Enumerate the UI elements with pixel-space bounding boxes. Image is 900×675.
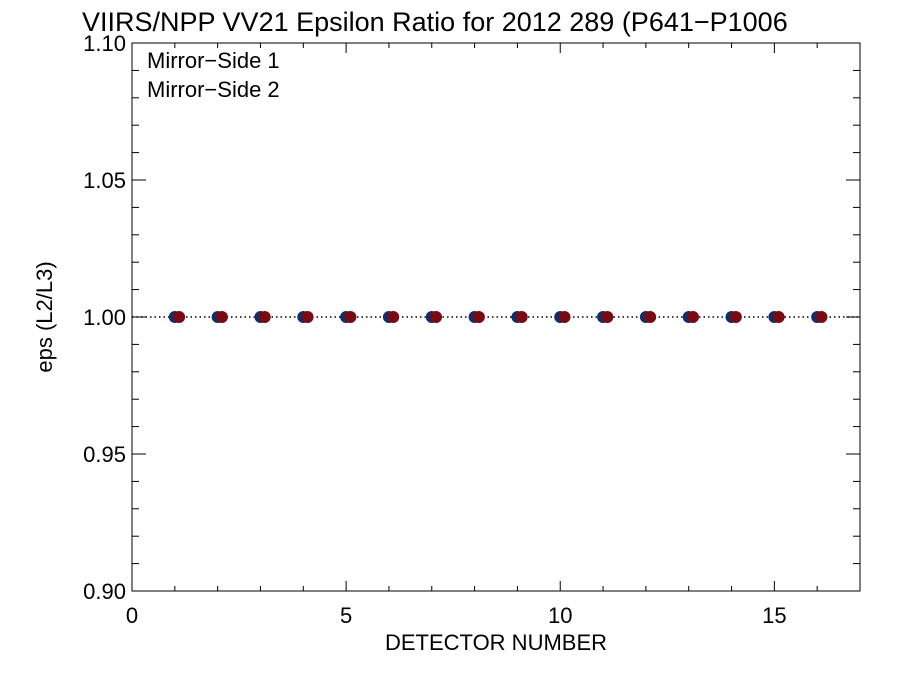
point-mirror-side-2 bbox=[815, 311, 828, 323]
x-tick-label: 15 bbox=[762, 603, 786, 628]
point-mirror-side-2 bbox=[301, 311, 314, 323]
y-tick-label: 1.05 bbox=[83, 168, 126, 193]
point-mirror-side-2 bbox=[515, 311, 528, 323]
point-mirror-side-2 bbox=[387, 311, 400, 323]
y-tick-label: 1.10 bbox=[83, 31, 126, 56]
legend: Mirror−Side 1 Mirror−Side 2 bbox=[147, 48, 280, 102]
legend-item-mirror-side-1: Mirror−Side 1 bbox=[147, 48, 280, 73]
point-mirror-side-2 bbox=[772, 311, 785, 323]
y-axis-label: eps (L2/L3) bbox=[32, 261, 57, 372]
point-mirror-side-2 bbox=[258, 311, 271, 323]
minor-ticks bbox=[132, 43, 861, 591]
chart-title: VIIRS/NPP VV21 Epsilon Ratio for 2012 28… bbox=[82, 7, 788, 37]
x-tick-labels: 0 5 10 15 bbox=[126, 603, 787, 628]
y-tick-label: 0.90 bbox=[83, 579, 126, 604]
point-mirror-side-2 bbox=[344, 311, 357, 323]
x-tick-label: 10 bbox=[548, 603, 572, 628]
y-tick-label: 1.00 bbox=[83, 305, 126, 330]
y-tick-label: 0.95 bbox=[83, 442, 126, 467]
x-tick-label: 0 bbox=[126, 603, 138, 628]
point-mirror-side-2 bbox=[686, 311, 699, 323]
point-mirror-side-2 bbox=[729, 311, 742, 323]
point-mirror-side-2 bbox=[558, 311, 571, 323]
point-mirror-side-2 bbox=[644, 311, 657, 323]
data-points bbox=[168, 311, 828, 323]
y-tick-labels: 0.90 0.95 1.00 1.05 1.10 bbox=[83, 31, 126, 604]
point-mirror-side-2 bbox=[215, 311, 228, 323]
point-mirror-side-2 bbox=[430, 311, 443, 323]
point-mirror-side-2 bbox=[173, 311, 186, 323]
x-tick-label: 5 bbox=[340, 603, 352, 628]
legend-item-mirror-side-2: Mirror−Side 2 bbox=[147, 77, 280, 102]
point-mirror-side-2 bbox=[601, 311, 614, 323]
point-mirror-side-2 bbox=[472, 311, 485, 323]
x-axis-label: DETECTOR NUMBER bbox=[385, 630, 607, 655]
